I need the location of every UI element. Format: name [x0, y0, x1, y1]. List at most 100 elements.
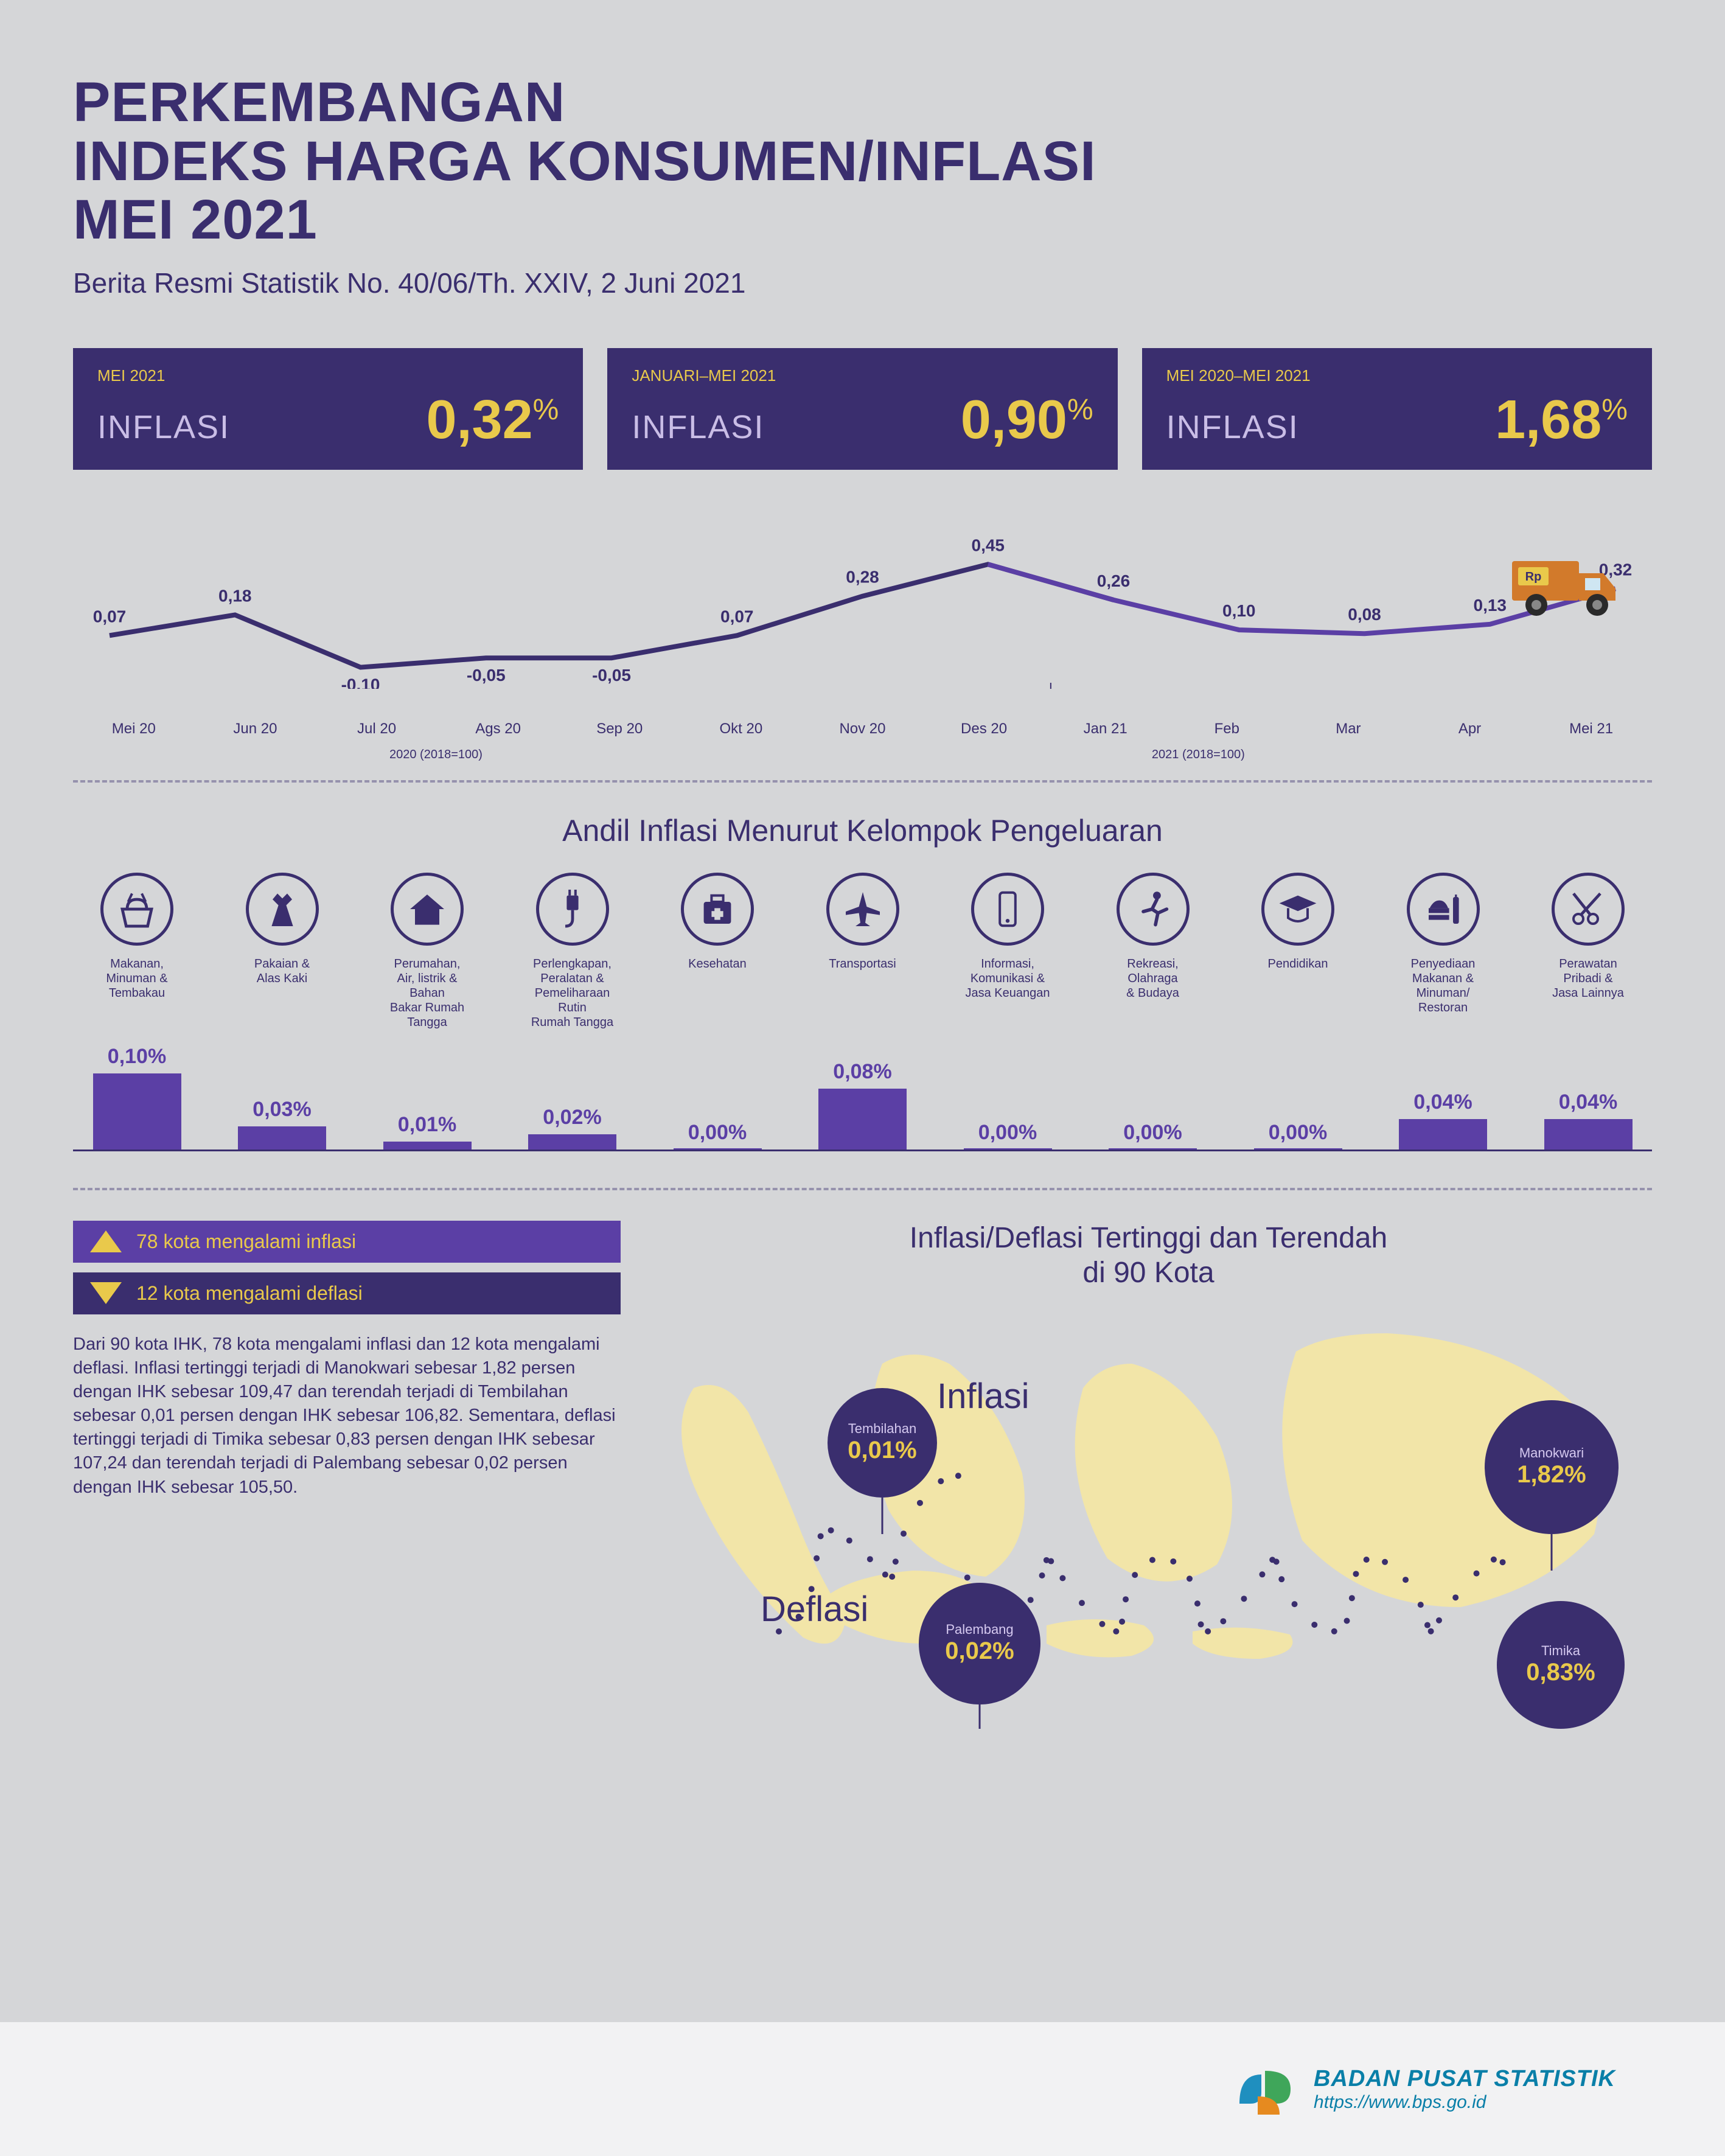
category-item: Pendidikan [1234, 873, 1362, 1030]
subtitle: Berita Resmi Statistik No. 40/06/Th. XXI… [73, 267, 1652, 299]
card-label: INFLASI [97, 408, 230, 446]
category-label: PerawatanPribadi &Jasa Lainnya [1552, 957, 1624, 1024]
month-label: Feb [1166, 720, 1288, 738]
category-item: Perlengkapan,Peralatan &PemeliharaanRuti… [509, 873, 636, 1030]
svg-text:0,07: 0,07 [720, 607, 754, 626]
category-bar-slot: 0,08% [799, 1048, 927, 1150]
svg-text:0,45: 0,45 [972, 536, 1005, 554]
card-period: MEI 2021 [97, 366, 559, 385]
month-label: Des 20 [923, 720, 1045, 738]
house-icon [391, 873, 464, 946]
title-line-3: MEI 2021 [73, 190, 1652, 249]
dress-icon [246, 873, 319, 946]
card-value: 1,68% [1495, 389, 1628, 452]
basket-icon [100, 873, 173, 946]
svg-text:-0,05: -0,05 [592, 666, 631, 685]
bubble-city-name: Manokwari [1519, 1445, 1584, 1461]
card-value: 0,90% [961, 389, 1093, 452]
card-label: INFLASI [632, 408, 764, 446]
legend-deflation-text: 12 kota mengalami deflasi [136, 1282, 363, 1305]
bar-value: 0,03% [253, 1098, 311, 1122]
bubble-value: 1,82% [1517, 1461, 1586, 1488]
runner-icon [1117, 873, 1190, 946]
category-bar-slot: 0,04% [1379, 1048, 1507, 1150]
category-label: Transportasi [829, 957, 896, 1024]
bar [528, 1134, 616, 1150]
page-title: PERKEMBANGAN INDEKS HARGA KONSUMEN/INFLA… [73, 73, 1652, 249]
category-bar-slot: 0,10% [73, 1048, 201, 1150]
bar-value: 0,01% [398, 1113, 456, 1137]
plane-icon [826, 873, 899, 946]
svg-text:0,07: 0,07 [93, 607, 127, 626]
card-period: JANUARI–MEI 2021 [632, 366, 1093, 385]
year-note-2021: 2021 (2018=100) [1152, 748, 1245, 762]
month-label: Jun 20 [195, 720, 316, 738]
bar [1544, 1119, 1633, 1150]
bar [818, 1089, 907, 1150]
summary-card: JANUARI–MEI 2021 INFLASI 0,90% [607, 348, 1117, 470]
legend-inflation: 78 kota mengalami inflasi [73, 1221, 621, 1263]
bar [1399, 1119, 1487, 1150]
month-label: Ags 20 [437, 720, 559, 738]
month-label: Mar [1288, 720, 1409, 738]
category-bar-slot: 0,03% [218, 1048, 346, 1150]
svg-text:0,13: 0,13 [1474, 596, 1507, 615]
title-line-1: PERKEMBANGAN [73, 73, 1652, 132]
medkit-icon [681, 873, 754, 946]
category-label: Perlengkapan,Peralatan &PemeliharaanRuti… [531, 957, 613, 1030]
category-label: Pendidikan [1268, 957, 1328, 1024]
category-item: Rekreasi,Olahraga& Budaya [1089, 873, 1217, 1030]
bubble-city-name: Timika [1541, 1643, 1580, 1659]
city-section-title: Inflasi/Deflasi Tertinggi dan Terendah d… [645, 1221, 1652, 1291]
map-svg [657, 1315, 1631, 1729]
label-inflasi: Inflasi [937, 1376, 1030, 1417]
category-label: Rekreasi,Olahraga& Budaya [1126, 957, 1179, 1024]
scissors-icon [1552, 873, 1625, 946]
category-bar-slot: 0,02% [509, 1048, 636, 1150]
category-bar-slot: 0,01% [363, 1048, 491, 1150]
city-section: 78 kota mengalami inflasi 12 kota mengal… [73, 1221, 1652, 1747]
bar [1109, 1148, 1197, 1150]
category-item: Makanan,Minuman &Tembakau [73, 873, 201, 1030]
month-label: Nov 20 [802, 720, 924, 738]
narrative-text: Dari 90 kota IHK, 78 kota mengalami infl… [73, 1333, 621, 1499]
legend-inflation-text: 78 kota mengalami inflasi [136, 1230, 356, 1253]
svg-text:0,26: 0,26 [1097, 571, 1131, 590]
bar-value: 0,02% [543, 1106, 601, 1129]
footer-url: https://www.bps.go.id [1314, 2092, 1615, 2113]
category-bars: 0,10% 0,03% 0,01% 0,02% 0,00% 0,08% 0,00… [73, 1048, 1652, 1151]
category-item: Pakaian &Alas Kaki [218, 873, 346, 1030]
city-title-l2: di 90 Kota [1082, 1257, 1214, 1289]
city-bubble: Tembilahan 0,01% [828, 1388, 937, 1498]
separator-2 [73, 1188, 1652, 1190]
category-item: Kesehatan [653, 873, 781, 1030]
bar-value: 0,08% [833, 1060, 891, 1084]
bubble-value: 0,02% [945, 1638, 1014, 1665]
category-bar-slot: 0,00% [653, 1048, 781, 1150]
svg-text:-0,05: -0,05 [467, 666, 506, 685]
category-bar-slot: 0,04% [1524, 1048, 1652, 1150]
category-bar-slot: 0,00% [1089, 1048, 1217, 1150]
svg-text:Rp: Rp [1525, 570, 1542, 584]
svg-text:0,28: 0,28 [846, 567, 879, 586]
category-item: Informasi,Komunikasi &Jasa Keuangan [944, 873, 1072, 1030]
phone-icon [971, 873, 1044, 946]
city-bubble: Palembang 0,02% [919, 1583, 1040, 1704]
svg-text:0,10: 0,10 [1222, 601, 1256, 620]
city-bubble: Timika 0,83% [1497, 1601, 1625, 1729]
card-label: INFLASI [1166, 408, 1299, 446]
month-label: Jan 21 [1045, 720, 1166, 738]
category-bar-slot: 0,00% [944, 1048, 1072, 1150]
month-label: Mei 21 [1530, 720, 1652, 738]
separator-1 [73, 780, 1652, 783]
indonesia-map: Inflasi Deflasi Tembilahan 0,01%Palemban… [645, 1309, 1652, 1747]
bar-value: 0,00% [688, 1121, 747, 1145]
bps-logo-icon [1228, 2053, 1302, 2126]
summary-card: MEI 2021 INFLASI 0,32% [73, 348, 583, 470]
category-item: PerawatanPribadi &Jasa Lainnya [1524, 873, 1652, 1030]
footer: BADAN PUSAT STATISTIK https://www.bps.go… [0, 2022, 1725, 2156]
card-value: 0,32% [426, 389, 559, 452]
month-label: Apr [1409, 720, 1531, 738]
summary-card: MEI 2020–MEI 2021 INFLASI 1,68% [1142, 348, 1652, 470]
year-note-2020: 2020 (2018=100) [389, 748, 483, 762]
